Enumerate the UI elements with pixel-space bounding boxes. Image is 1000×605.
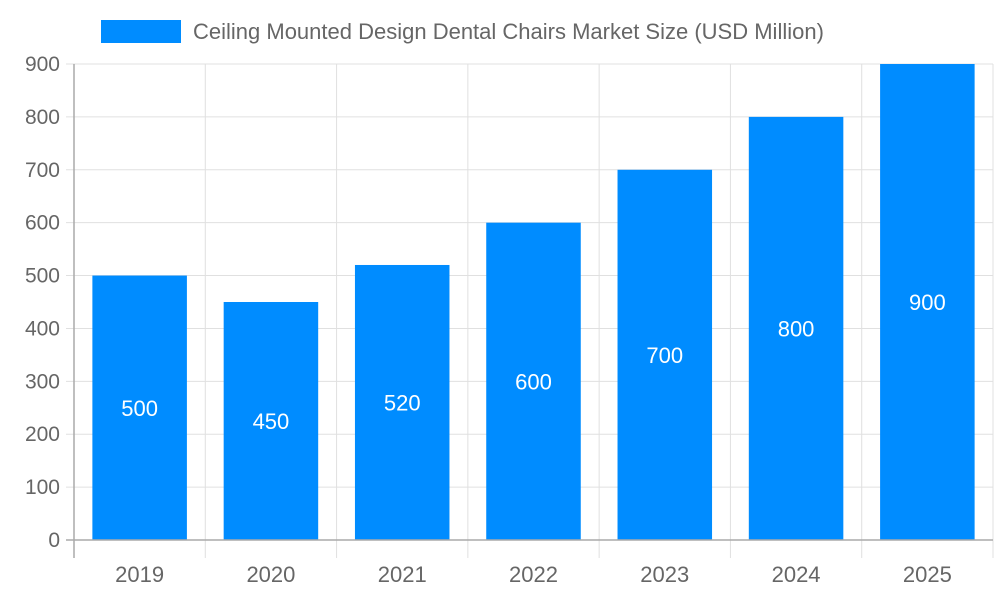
bar: [486, 222, 581, 540]
bar: [354, 264, 450, 540]
y-tick-label: 800: [25, 106, 60, 129]
y-tick-label: 600: [25, 212, 60, 235]
bar: [223, 302, 319, 540]
bar: [748, 116, 844, 540]
data-label: 520: [384, 390, 421, 415]
y-tick-label: 400: [25, 317, 60, 340]
y-tick-label: 700: [25, 159, 60, 182]
bar: [617, 169, 713, 540]
x-tick-label: 2021: [378, 562, 427, 587]
x-tick-label: 2020: [246, 562, 295, 587]
bar: [92, 275, 187, 540]
y-tick-label: 900: [25, 53, 60, 76]
legend-label: Ceiling Mounted Design Dental Chairs Mar…: [193, 19, 824, 44]
y-tick-label: 300: [25, 370, 60, 393]
data-label: 700: [646, 343, 683, 368]
x-tick-label: 2023: [640, 562, 689, 587]
bar: [880, 64, 975, 540]
legend-swatch: [101, 20, 181, 43]
y-tick-label: 200: [25, 423, 60, 446]
data-label: 800: [778, 316, 815, 341]
data-label: 500: [121, 396, 158, 421]
data-label: 900: [909, 290, 946, 315]
y-tick-label: 500: [25, 265, 60, 288]
data-label: 600: [515, 369, 552, 394]
x-tick-label: 2025: [903, 562, 952, 587]
x-tick-label: 2022: [509, 562, 558, 587]
y-tick-label: 100: [25, 476, 60, 499]
data-label: 450: [253, 409, 290, 434]
x-tick-label: 2019: [115, 562, 164, 587]
y-tick-label: 0: [48, 529, 60, 552]
x-tick-label: 2024: [772, 562, 821, 587]
